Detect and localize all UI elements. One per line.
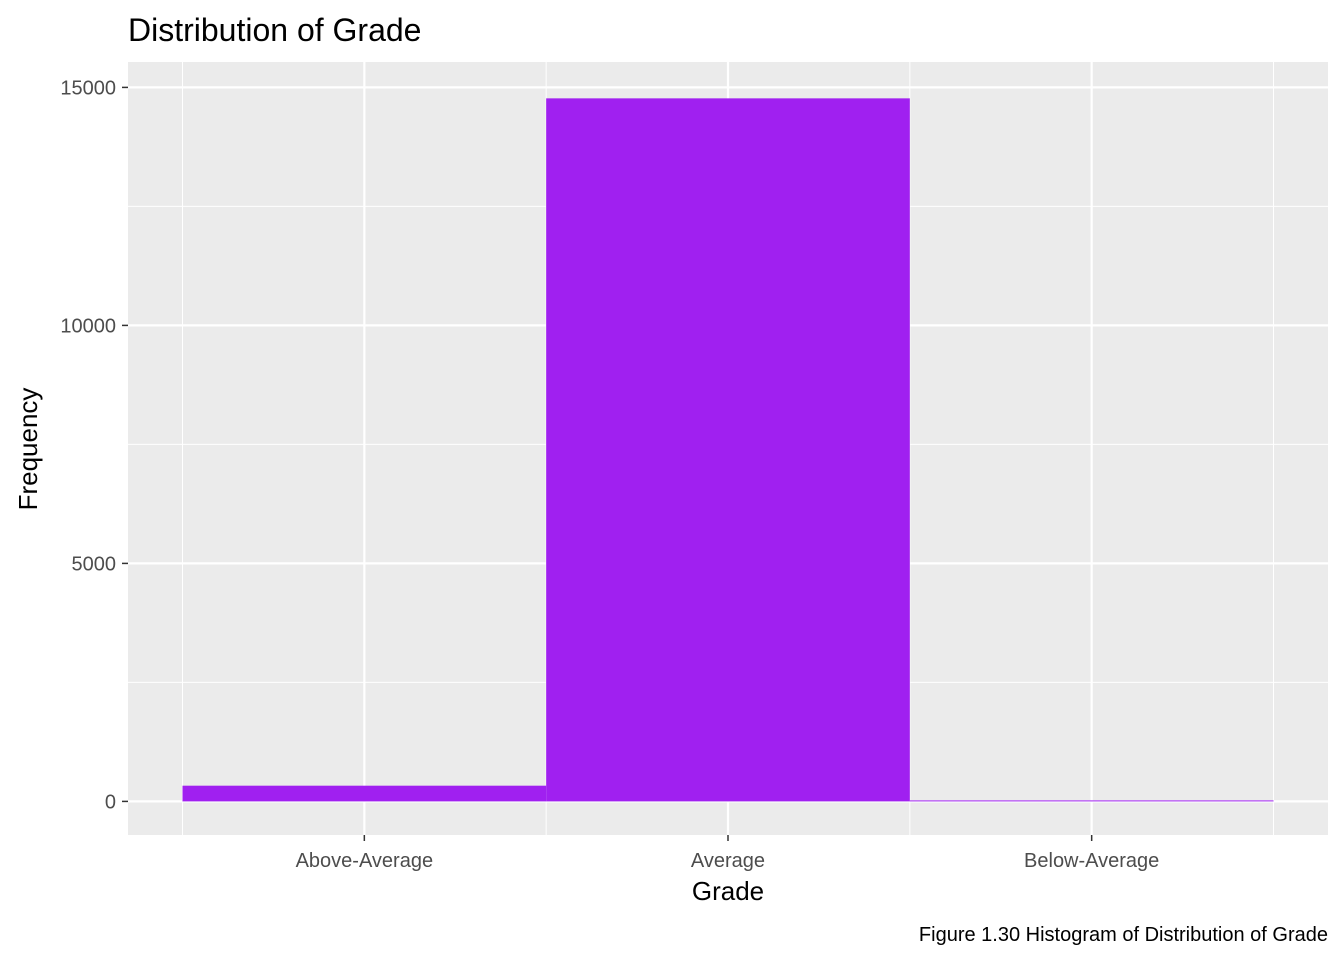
- x-axis-title: Grade: [692, 876, 764, 906]
- y-tick-label: 0: [105, 791, 116, 813]
- y-tick-label: 15000: [60, 77, 116, 99]
- x-axis: Above-Average Average Below-Average: [296, 835, 1159, 872]
- bar: [182, 785, 547, 802]
- x-tick-label: Above-Average: [296, 850, 434, 872]
- bar: [546, 98, 910, 802]
- figure-caption: Figure 1.30 Histogram of Distribution of…: [919, 924, 1328, 946]
- y-axis: 0 5000 10000 15000: [60, 77, 128, 813]
- bars: [182, 98, 1274, 802]
- bar: [909, 800, 1274, 802]
- chart-title: Distribution of Grade: [128, 12, 421, 48]
- y-tick-label: 10000: [60, 315, 116, 337]
- x-tick-label: Below-Average: [1024, 850, 1159, 872]
- x-tick-label: Average: [691, 850, 765, 872]
- y-axis-title: Frequency: [13, 388, 43, 511]
- y-tick-label: 5000: [72, 553, 117, 575]
